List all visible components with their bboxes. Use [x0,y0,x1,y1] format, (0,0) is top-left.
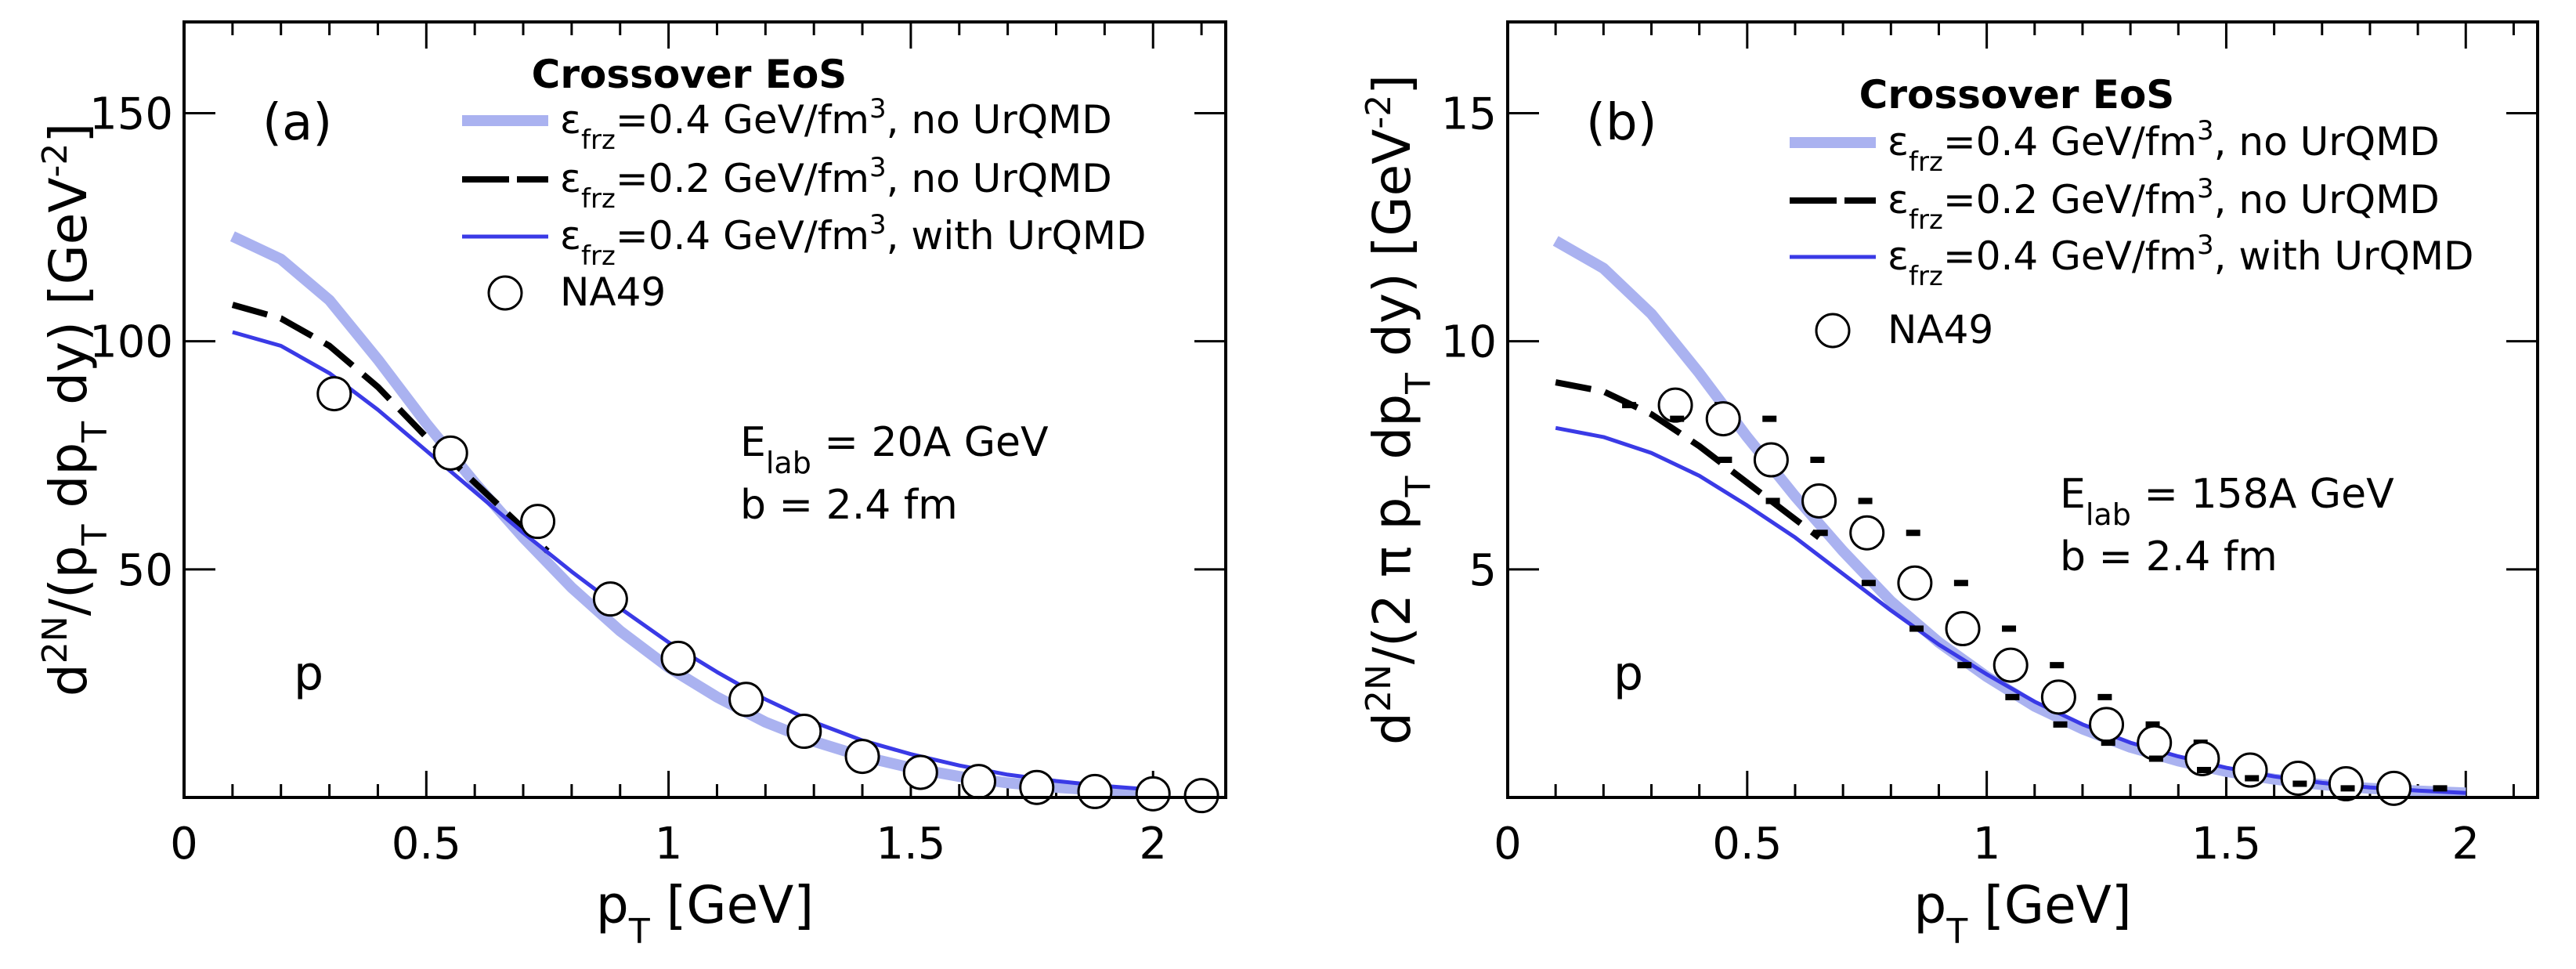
data-point [1077,773,1113,809]
data-point [1849,515,1885,551]
axes-frame [1506,20,2539,799]
data-point [786,714,822,750]
y-axis-title: d2N/(2 π pT dpT dy) [GeV-2] [1359,74,1439,745]
x-tick-label: 0 [1494,819,1522,870]
data-point [728,682,764,718]
data-point [1897,565,1933,601]
x-tick-label: 2 [2451,819,2480,870]
panel-label: (b) [1586,94,1657,152]
data-point [2137,725,2173,761]
data-point [2280,761,2316,797]
legend-label: εfrz=0.4 GeV/fm3, with UrQMD [560,209,1147,272]
series-line-1 [1555,379,1822,541]
x-tick-label: 1.5 [2191,819,2261,870]
y-tick-label: 15 [1441,89,1497,139]
data-point [592,581,628,617]
data-point [902,754,938,790]
legend-label: εfrz=0.4 GeV/fm3, no UrQMD [560,93,1112,156]
data-point [1753,442,1789,478]
x-tick-label: 1 [1973,819,2001,870]
data-point [2232,752,2268,788]
energy-label: Elab = 158A GeV [2060,471,2394,532]
particle-label: p [1613,646,1643,701]
legend-label: NA49 [560,269,666,315]
series-line-0 [229,231,1154,797]
x-axis-title: pT [GeV] [596,875,814,952]
particle-label: p [294,646,323,701]
y-tick-label: 100 [89,317,173,368]
data-point [432,435,468,471]
data-point [2040,679,2076,715]
y-tick-label: 150 [89,89,173,139]
legend-label: εfrz=0.4 GeV/fm3, no UrQMD [1888,115,2440,178]
data-point [1801,483,1837,519]
x-tick-label: 0 [170,819,198,870]
data-point [1183,778,1219,814]
x-tick-label: 2 [1139,819,1167,870]
impact-parameter-label: b = 2.4 fm [2060,533,2278,580]
panel-b: 0 0.5 1 1.5 2 5 10 15 pT [GeV] d2N/(2 π pT dpT dy… [1359,20,2539,952]
data-point [1945,611,1981,647]
legend-label: εfrz=0.2 GeV/fm3, no UrQMD [1888,173,2440,236]
panel-a: 0 0.5 1 1.5 2 50 100 150 pT [GeV] d2N/(pT dpT dy)… [35,20,1227,952]
energy-label: Elab = 20A GeV [740,419,1049,480]
legend-title: Crossover EoS [1859,72,2175,118]
data-point [520,504,556,540]
data-point [961,764,997,800]
data-point [1019,769,1055,805]
legend-label: εfrz=0.4 GeV/fm3, with UrQMD [1888,230,2474,292]
data-point [660,640,696,676]
y-tick-label: 5 [1469,545,1497,596]
y-axis-title: d2N/(pT dpT dy) [GeV-2] [35,123,115,696]
series-line-1 [231,302,550,554]
y-tick-label: 50 [117,545,173,596]
data-point [2184,741,2220,776]
legend-label: NA49 [1888,307,1993,353]
data-point [1993,647,2029,683]
data-point [1705,401,1741,437]
series-line-2 [232,330,1154,792]
x-axis-title: pT [GeV] [1913,875,2131,952]
data-point [844,739,880,775]
x-tick-label: 0.5 [1712,819,1782,870]
legend-label: εfrz=0.2 GeV/fm3, no UrQMD [560,152,1112,215]
x-tick-label: 0.5 [392,819,461,870]
data-point [2328,766,2364,802]
axes-frame [182,20,1227,799]
data-point [316,376,352,412]
y-tick-label: 10 [1441,317,1497,368]
impact-parameter-label: b = 2.4 fm [740,482,958,529]
x-tick-label: 1 [655,819,683,870]
plot-area [229,231,1154,797]
legend-marker [487,275,523,311]
data-point [2089,707,2125,743]
data-point [2376,770,2412,806]
panel-label: (a) [262,94,332,152]
data-point [1135,776,1171,812]
legend-marker [1815,313,1851,349]
x-tick-label: 1.5 [876,819,945,870]
legend-title: Crossover EoS [532,52,847,97]
